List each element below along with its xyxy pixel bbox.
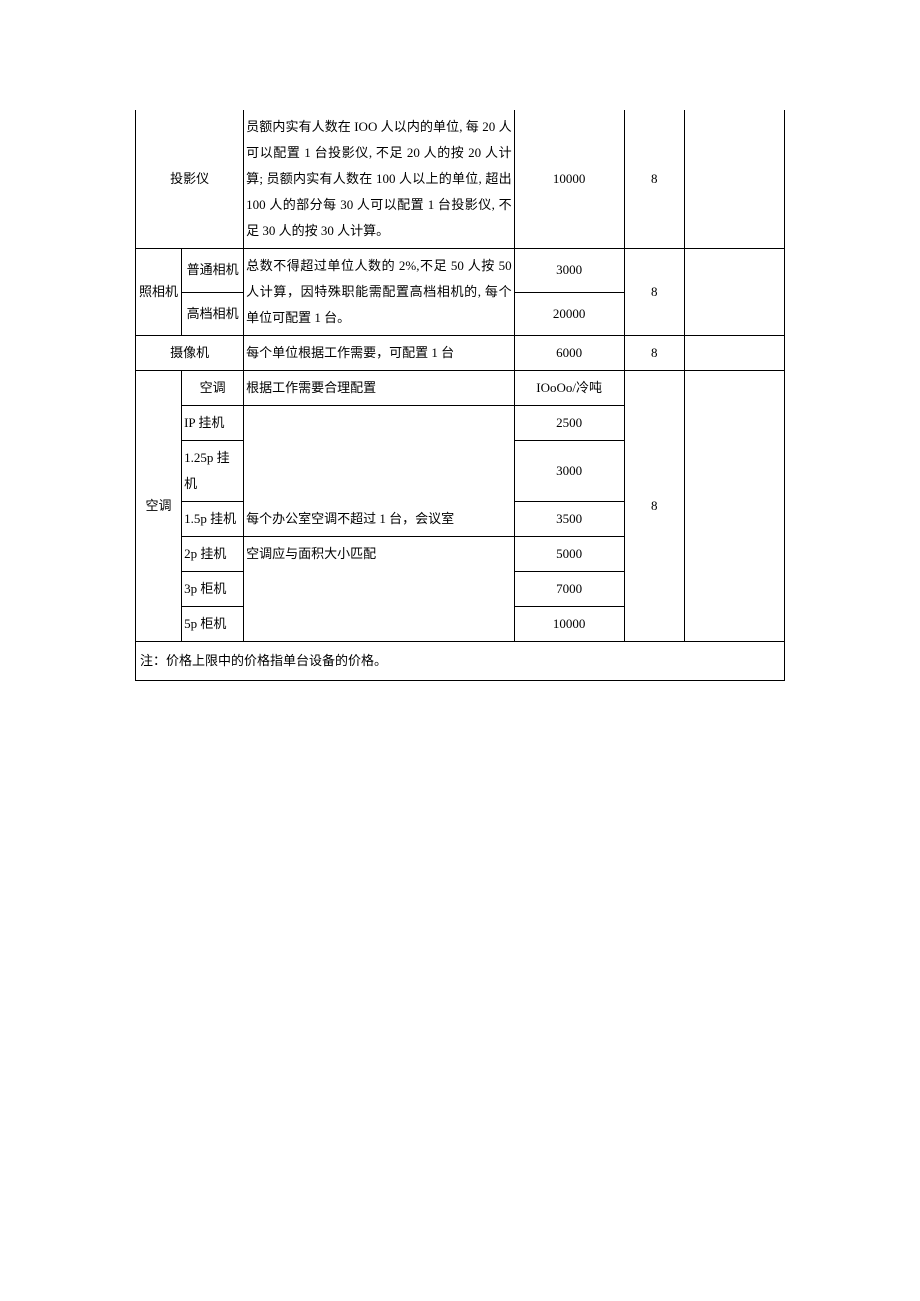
cell-price: 3500 <box>514 502 624 537</box>
cell-years: 8 <box>624 371 684 642</box>
cell-desc: 根据工作需要合理配置 <box>244 371 514 406</box>
cell-years: 8 <box>624 249 684 336</box>
cell-name: 摄像机 <box>136 336 244 371</box>
note-cell: 注：价格上限中的价格指单台设备的价格。 <box>136 642 785 681</box>
cell-empty <box>684 110 784 249</box>
cell-sub: 3p 柜机 <box>182 572 244 607</box>
cell-price: 3000 <box>514 441 624 502</box>
cell-desc: 员额内实有人数在 IOO 人以内的单位, 每 20 人可以配置 1 台投影仪, … <box>244 110 514 249</box>
cell-price: 10000 <box>514 110 624 249</box>
cell-price: 3000 <box>514 249 624 293</box>
cell-sub: IP 挂机 <box>182 406 244 441</box>
cell-desc: 空调应与面积大小匹配 <box>244 537 514 642</box>
cell-empty <box>684 336 784 371</box>
cell-price: 10000 <box>514 607 624 642</box>
cell-sub: 1.25p 挂机 <box>182 441 244 502</box>
cell-price: 7000 <box>514 572 624 607</box>
cell-sub: 空调 <box>182 371 244 406</box>
cell-years: 8 <box>624 336 684 371</box>
cell-price: 5000 <box>514 537 624 572</box>
cell-sub: 高档相机 <box>182 292 244 336</box>
cell-name: 投影仪 <box>136 110 244 249</box>
cell-sub: 1.5p 挂机 <box>182 502 244 537</box>
table-row: 投影仪 员额内实有人数在 IOO 人以内的单位, 每 20 人可以配置 1 台投… <box>136 110 785 249</box>
table-row: 空调 空调 根据工作需要合理配置 IOoOo/冷吨 8 <box>136 371 785 406</box>
table-row: 照相机 普通相机 总数不得超过单位人数的 2%,不足 50 人按 50 人计算，… <box>136 249 785 293</box>
table-row: 注：价格上限中的价格指单台设备的价格。 <box>136 642 785 681</box>
cell-desc: 每个办公室空调不超过 1 台，会议室 <box>244 406 514 537</box>
cell-price: 6000 <box>514 336 624 371</box>
cell-price: 20000 <box>514 292 624 336</box>
page: 投影仪 员额内实有人数在 IOO 人以内的单位, 每 20 人可以配置 1 台投… <box>0 0 920 681</box>
cell-empty <box>684 371 784 642</box>
cell-sub: 2p 挂机 <box>182 537 244 572</box>
cell-empty <box>684 249 784 336</box>
equipment-table: 投影仪 员额内实有人数在 IOO 人以内的单位, 每 20 人可以配置 1 台投… <box>135 110 785 681</box>
cell-name: 空调 <box>136 371 182 642</box>
table-row: 摄像机 每个单位根据工作需要，可配置 1 台 6000 8 <box>136 336 785 371</box>
cell-sub: 5p 柜机 <box>182 607 244 642</box>
cell-name: 照相机 <box>136 249 182 336</box>
cell-years: 8 <box>624 110 684 249</box>
cell-desc: 总数不得超过单位人数的 2%,不足 50 人按 50 人计算，因特殊职能需配置高… <box>244 249 514 336</box>
cell-sub: 普通相机 <box>182 249 244 293</box>
cell-desc: 每个单位根据工作需要，可配置 1 台 <box>244 336 514 371</box>
cell-price: IOoOo/冷吨 <box>514 371 624 406</box>
cell-price: 2500 <box>514 406 624 441</box>
